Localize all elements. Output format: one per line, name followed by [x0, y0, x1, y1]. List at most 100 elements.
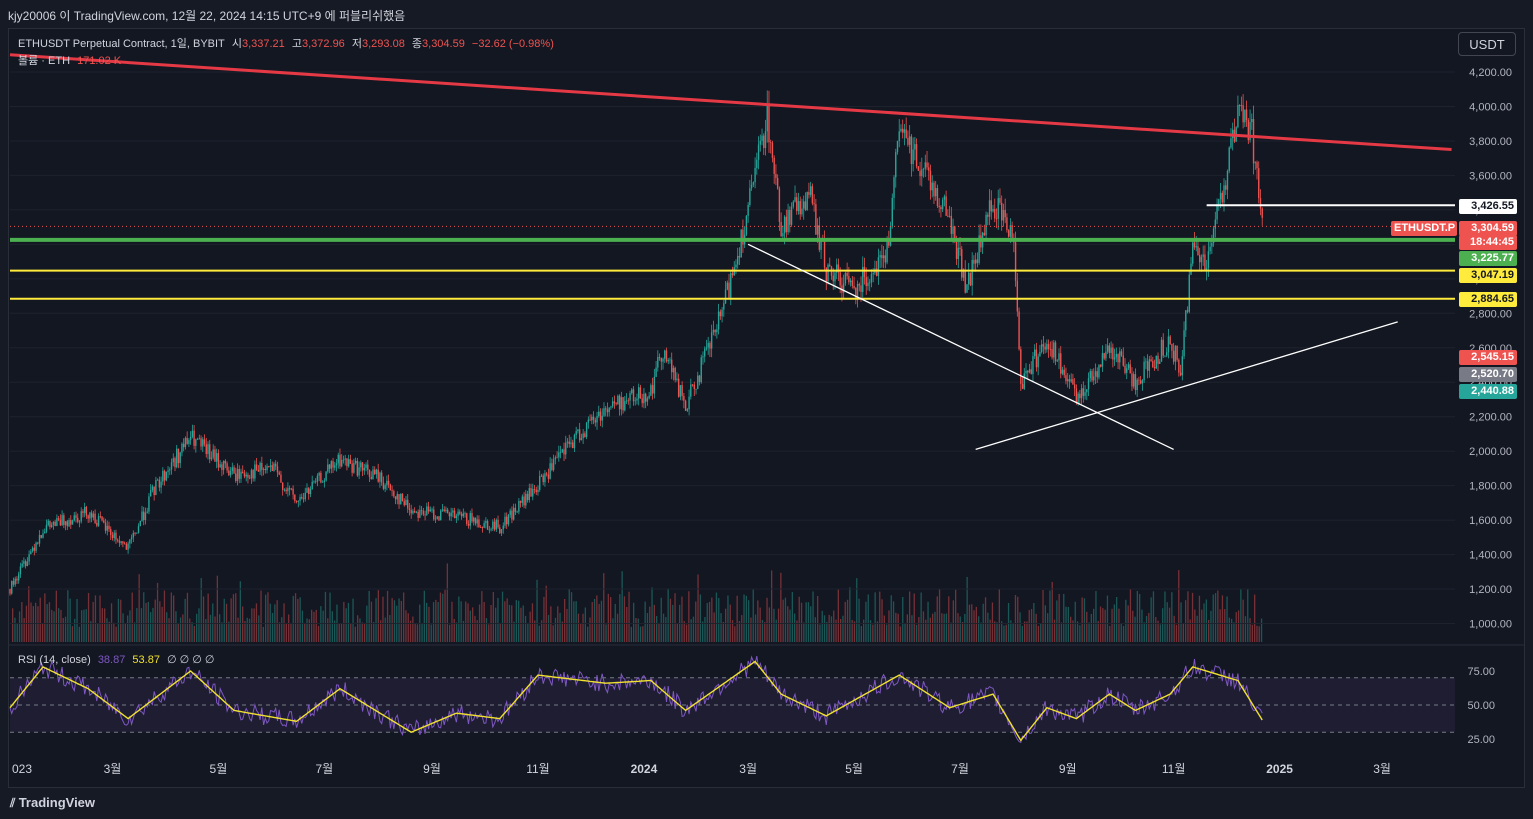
volume-bar	[731, 620, 734, 642]
candle-body	[931, 182, 933, 191]
volume-bar	[998, 589, 1000, 642]
candle-body	[952, 226, 954, 234]
volume-bar	[984, 597, 987, 642]
volume-bar	[1081, 597, 1083, 642]
open-value: 3,337.21	[241, 38, 285, 50]
candle-body	[775, 173, 777, 179]
candle-body	[446, 509, 449, 514]
candle-body	[561, 449, 563, 453]
x-tick-label: 7월	[315, 762, 333, 776]
candle-body	[507, 514, 510, 525]
candle-body	[344, 458, 346, 460]
volume-bar	[1074, 601, 1076, 642]
candle-body	[217, 453, 220, 468]
volume-bar	[1212, 594, 1214, 642]
candle-body	[1174, 345, 1177, 362]
volume-bar	[221, 622, 223, 642]
candle-body	[1072, 379, 1074, 385]
candle-body	[526, 493, 529, 501]
candle-body	[872, 273, 874, 275]
candle-body	[842, 283, 845, 293]
candle-body	[1101, 353, 1104, 367]
candle-body	[415, 511, 418, 513]
candle-body	[620, 397, 623, 410]
volume-bar	[771, 570, 773, 642]
volume-bar	[251, 608, 253, 642]
rsi-label[interactable]: RSI (14, close)	[18, 654, 91, 666]
candle-body	[650, 385, 652, 396]
candle-body	[113, 532, 115, 538]
volume-bar	[260, 590, 262, 642]
candle-body	[823, 241, 826, 268]
candle-body	[554, 457, 557, 460]
volume-bar	[584, 607, 586, 642]
volume-bar	[550, 606, 552, 642]
low-value: 3,293.08	[362, 38, 405, 50]
volume-bar	[469, 610, 471, 642]
volume-bar	[938, 589, 941, 642]
volume-bar	[1125, 599, 1127, 642]
candle-body	[386, 480, 388, 486]
y-tick-label: 1,200.00	[1469, 584, 1512, 596]
volume-bar	[41, 623, 44, 642]
candle-body	[280, 474, 282, 483]
volume-bar	[932, 613, 934, 642]
volume-bar	[170, 592, 172, 642]
candle-body	[1214, 219, 1217, 229]
candle-body	[627, 400, 629, 402]
candle-body	[327, 464, 329, 472]
candle-body	[394, 496, 397, 500]
volume-bar	[62, 618, 64, 642]
candle-body	[165, 471, 168, 481]
candle-body	[347, 459, 350, 467]
candle-body	[450, 512, 452, 517]
candle-body	[573, 434, 576, 449]
volume-bar	[752, 589, 754, 642]
candle-body	[808, 191, 810, 195]
tradingview-logo[interactable]: ⫽ TradingView	[10, 795, 95, 811]
candle-body	[928, 167, 930, 171]
volume-bar	[764, 622, 766, 642]
volume-bar	[823, 615, 826, 642]
volume-bar	[722, 621, 724, 642]
candle-body	[73, 515, 75, 521]
candle-body	[778, 188, 781, 222]
candle-body	[436, 516, 438, 519]
currency-button[interactable]: USDT	[1458, 32, 1516, 56]
candle-body	[585, 422, 588, 437]
candle-body	[896, 141, 899, 153]
candle-body	[747, 204, 749, 216]
candle-body	[433, 509, 435, 520]
candle-body	[427, 506, 430, 512]
price-axis-label: 18:44:45	[1459, 235, 1517, 250]
candle-body	[521, 496, 524, 503]
candle-body	[1150, 359, 1152, 362]
volume-bar	[30, 602, 32, 642]
volume-bar	[798, 596, 800, 642]
candle-body	[768, 103, 770, 143]
volume-bar	[810, 606, 812, 642]
volume-bar	[766, 597, 768, 642]
volume-bar	[294, 593, 297, 642]
candle-body	[1245, 109, 1248, 121]
candle-body	[539, 475, 541, 490]
candle-body	[215, 453, 218, 462]
volume-bar	[193, 625, 195, 642]
volume-bar	[570, 592, 573, 642]
chart-frame[interactable]	[8, 28, 1525, 788]
candle-body	[745, 215, 748, 235]
volume-bar	[393, 600, 396, 642]
volume-bar	[223, 598, 225, 642]
candle-body	[132, 532, 135, 538]
candle-body	[921, 169, 923, 177]
volume-bar	[147, 601, 149, 642]
candle-body	[1185, 310, 1187, 331]
volume-bar	[124, 623, 126, 642]
candle-body	[64, 521, 67, 525]
y-tick-label: 2,000.00	[1469, 446, 1512, 458]
candle-body	[78, 521, 81, 523]
symbol-label[interactable]: ETHUSDT Perpetual Contract, 1일, BYBIT	[18, 38, 225, 50]
candle-body	[577, 429, 579, 432]
candle-body	[957, 247, 959, 259]
